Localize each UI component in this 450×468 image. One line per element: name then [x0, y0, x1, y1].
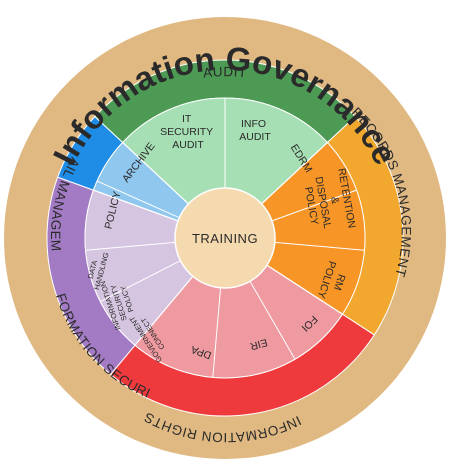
divider-line — [212, 287, 222, 378]
divider-line — [274, 241, 365, 251]
divider-line — [134, 275, 194, 346]
item-info-audit: INFO AUDIT — [239, 118, 271, 143]
training-hub — [174, 187, 276, 289]
divider-line — [96, 180, 180, 219]
item-eir: EIR — [248, 336, 268, 352]
divider-line — [93, 189, 179, 222]
divider-line — [249, 281, 296, 360]
divider-line — [261, 142, 328, 205]
item-it-security-audit: IT SECURITY AUDIT — [160, 113, 216, 151]
divider-line — [122, 142, 189, 205]
divider-line — [85, 241, 176, 251]
training-label: TRAINING — [192, 231, 258, 246]
divider-line — [266, 264, 343, 315]
wedge-dividers — [85, 98, 365, 378]
divider-line — [100, 260, 181, 303]
divider-line — [271, 189, 357, 222]
section-label-audit: AUDIT — [202, 64, 248, 80]
